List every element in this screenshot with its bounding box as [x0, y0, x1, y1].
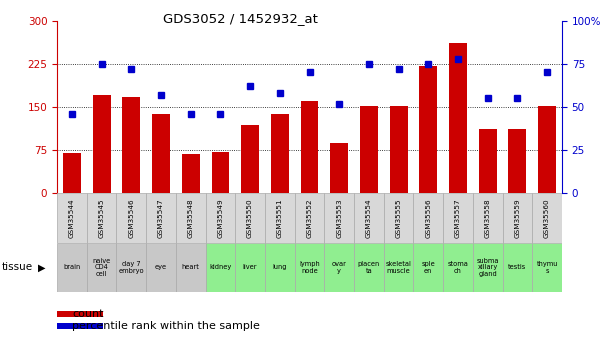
Bar — [265, 243, 294, 292]
Bar — [146, 243, 176, 292]
Bar — [294, 193, 325, 243]
Bar — [502, 193, 532, 243]
Text: GSM35553: GSM35553 — [336, 198, 342, 238]
Bar — [146, 193, 176, 243]
Text: heart: heart — [182, 264, 200, 270]
Bar — [538, 106, 556, 193]
Bar — [265, 193, 294, 243]
Text: GSM35546: GSM35546 — [129, 198, 135, 238]
Bar — [63, 153, 81, 193]
Bar — [300, 101, 319, 193]
Text: count: count — [72, 309, 103, 318]
Text: GSM35559: GSM35559 — [514, 198, 520, 238]
Text: GSM35560: GSM35560 — [544, 198, 550, 238]
Text: GSM35557: GSM35557 — [455, 198, 461, 238]
Bar — [271, 114, 288, 193]
Text: GSM35552: GSM35552 — [307, 198, 313, 238]
Bar — [443, 243, 473, 292]
Text: GSM35548: GSM35548 — [188, 198, 194, 238]
Bar — [325, 193, 354, 243]
Text: tissue: tissue — [1, 263, 32, 272]
Bar — [532, 243, 562, 292]
Text: GSM35551: GSM35551 — [277, 198, 283, 238]
Bar — [473, 243, 502, 292]
Bar — [182, 154, 200, 193]
Bar — [87, 193, 117, 243]
Text: GDS3052 / 1452932_at: GDS3052 / 1452932_at — [163, 12, 318, 25]
Bar — [212, 152, 230, 193]
Bar — [419, 66, 437, 193]
Text: GSM35545: GSM35545 — [99, 198, 105, 238]
Text: stoma
ch: stoma ch — [448, 261, 468, 274]
Bar — [117, 193, 146, 243]
Text: ovar
y: ovar y — [332, 261, 347, 274]
Bar — [87, 243, 117, 292]
Bar — [413, 243, 443, 292]
Bar — [176, 193, 206, 243]
Text: lung: lung — [273, 264, 287, 270]
Bar — [443, 193, 473, 243]
Bar — [123, 97, 140, 193]
Text: GSM35556: GSM35556 — [426, 198, 432, 238]
Bar — [532, 193, 562, 243]
Text: GSM35554: GSM35554 — [366, 198, 372, 238]
Bar — [325, 243, 354, 292]
Bar — [508, 129, 526, 193]
Text: subma
xillary
gland: subma xillary gland — [477, 258, 499, 277]
Text: percentile rank within the sample: percentile rank within the sample — [72, 321, 260, 331]
Text: GSM35555: GSM35555 — [395, 198, 401, 238]
Text: testis: testis — [508, 264, 526, 270]
Text: kidney: kidney — [209, 264, 231, 270]
Text: naive
CD4
cell: naive CD4 cell — [93, 258, 111, 277]
Bar — [235, 243, 265, 292]
Bar — [384, 193, 413, 243]
Bar — [389, 106, 407, 193]
Bar — [354, 193, 384, 243]
Bar — [93, 96, 111, 193]
Bar — [354, 243, 384, 292]
Bar — [206, 243, 235, 292]
Text: ▶: ▶ — [38, 263, 45, 272]
Bar — [449, 42, 467, 193]
Bar — [473, 193, 502, 243]
Text: skeletal
muscle: skeletal muscle — [386, 261, 412, 274]
Text: thymu
s: thymu s — [537, 261, 558, 274]
Bar — [152, 114, 170, 193]
Text: GSM35550: GSM35550 — [247, 198, 253, 238]
Text: GSM35549: GSM35549 — [218, 198, 224, 238]
Text: GSM35558: GSM35558 — [484, 198, 490, 238]
Bar — [206, 193, 235, 243]
Bar — [57, 243, 87, 292]
Bar — [235, 193, 265, 243]
Bar — [57, 193, 87, 243]
Bar — [502, 243, 532, 292]
Bar — [176, 243, 206, 292]
Bar — [331, 142, 348, 193]
Text: liver: liver — [243, 264, 257, 270]
Bar — [384, 243, 413, 292]
Text: brain: brain — [63, 264, 81, 270]
Text: day 7
embryо: day 7 embryо — [118, 261, 144, 274]
Bar — [241, 125, 259, 193]
Bar — [479, 129, 496, 193]
Text: GSM35544: GSM35544 — [69, 198, 75, 238]
Text: GSM35547: GSM35547 — [158, 198, 164, 238]
Text: eye: eye — [155, 264, 167, 270]
Text: placen
ta: placen ta — [358, 261, 380, 274]
Bar — [413, 193, 443, 243]
Bar — [294, 243, 325, 292]
Bar — [117, 243, 146, 292]
Bar — [360, 106, 378, 193]
Text: sple
en: sple en — [421, 261, 435, 274]
Text: lymph
node: lymph node — [299, 261, 320, 274]
